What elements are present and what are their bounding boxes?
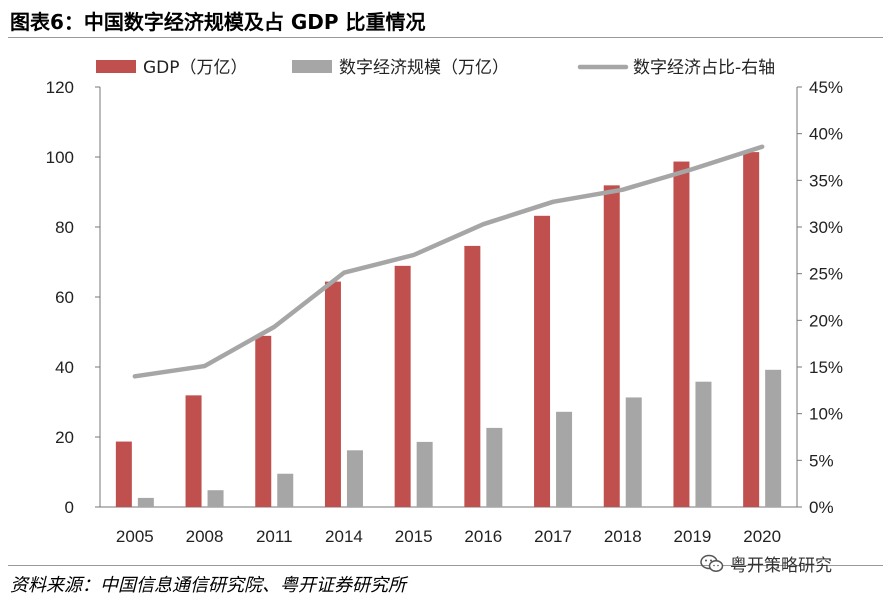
gdp-bar xyxy=(394,265,411,507)
right-tick-label: 20% xyxy=(809,311,843,330)
chart: 0 20 40 60 80 100 120 0% 5% 10% 15% 20% 25% 30% 35% 40%… xyxy=(46,58,843,546)
source-note: 资料来源：中国信息通信研究院、粤开证券研究所 xyxy=(10,575,406,596)
watermark: 粤开策略研究 xyxy=(700,551,832,576)
right-tick-label: 0% xyxy=(809,498,834,517)
digital-economy-bar xyxy=(695,381,712,507)
digital-economy-bar xyxy=(625,397,642,507)
digital-economy-bar xyxy=(137,497,154,507)
x-tick-label: 2016 xyxy=(464,527,502,546)
gdp-bar xyxy=(603,185,620,507)
gdp-bar xyxy=(115,441,132,507)
chart-title: 图表6：中国数字经济规模及占 GDP 比重情况 xyxy=(10,10,426,34)
left-tick-label: 80 xyxy=(55,218,74,237)
gdp-bar xyxy=(324,281,341,507)
left-tick-label: 100 xyxy=(46,148,74,167)
x-tick-label: 2018 xyxy=(604,527,642,546)
digital-economy-bar xyxy=(765,369,782,507)
left-tick-label: 40 xyxy=(55,358,74,377)
digital-economy-bar xyxy=(556,411,573,507)
share-line xyxy=(132,144,765,379)
x-tick-label: 2014 xyxy=(325,527,363,546)
left-tick-label: 0 xyxy=(65,498,74,517)
x-tick-label: 2011 xyxy=(256,527,293,546)
title-divider xyxy=(8,37,883,38)
gdp-bar xyxy=(673,161,690,508)
legend-label-gdp: GDP（万亿） xyxy=(143,58,248,78)
digital-economy-bar xyxy=(346,450,363,507)
watermark-text: 粤开策略研究 xyxy=(730,556,832,576)
left-tick-label: 60 xyxy=(55,288,74,307)
legend-swatch-gdp xyxy=(96,60,136,73)
legend-label-share: 数字经济占比-右轴 xyxy=(633,58,775,78)
x-tick-label: 2020 xyxy=(743,527,781,546)
left-tick-label: 120 xyxy=(46,78,74,97)
gdp-bar xyxy=(464,245,481,507)
gdp-bar xyxy=(255,335,272,507)
right-tick-label: 40% xyxy=(809,125,843,144)
digital-economy-bar xyxy=(416,441,433,507)
right-tick-label: 25% xyxy=(809,265,843,284)
right-tick-label: 15% xyxy=(809,358,843,377)
gdp-bar xyxy=(743,152,760,507)
digital-economy-bar xyxy=(207,490,224,507)
right-tick-label: 45% xyxy=(809,78,843,97)
footer-divider xyxy=(8,565,883,566)
gdp-bar xyxy=(534,215,551,508)
legend-label-digital: 数字经济规模（万亿） xyxy=(339,58,509,78)
digital-economy-bar xyxy=(486,427,503,507)
wechat-icon xyxy=(700,554,724,572)
digital-economy-bar xyxy=(277,473,294,507)
right-tick-label: 5% xyxy=(809,451,834,470)
x-tick-label: 2019 xyxy=(674,527,712,546)
gdp-bar xyxy=(185,395,202,507)
right-tick-label: 10% xyxy=(809,405,843,424)
x-tick-label: 2005 xyxy=(116,527,154,546)
right-tick-label: 35% xyxy=(809,171,843,190)
legend-swatch-digital xyxy=(292,60,332,73)
x-tick-label: 2008 xyxy=(186,527,224,546)
x-tick-label: 2017 xyxy=(534,527,572,546)
x-tick-label: 2015 xyxy=(395,527,433,546)
left-tick-label: 20 xyxy=(55,428,74,447)
right-tick-label: 30% xyxy=(809,218,843,237)
